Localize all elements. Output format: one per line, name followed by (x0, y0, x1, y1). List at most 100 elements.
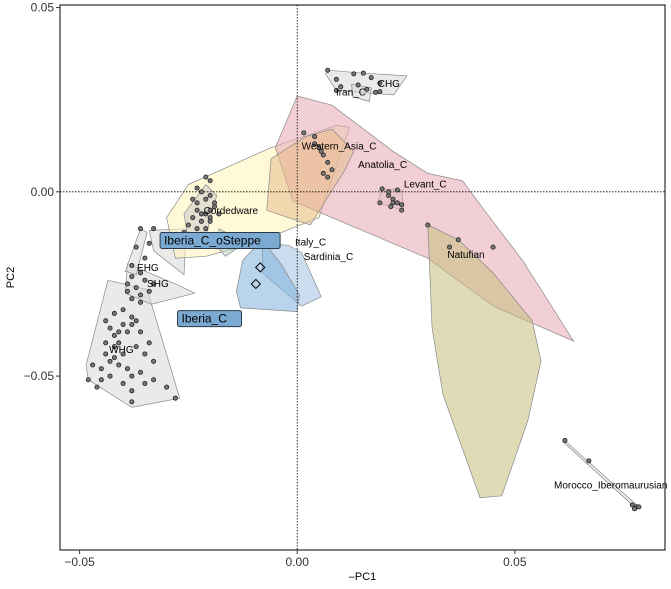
sample-point (198, 218, 204, 224)
sample-point (399, 207, 405, 213)
boxed-label-group: Iberia_C_oSteppe (159, 232, 281, 250)
sample-point (194, 226, 200, 232)
diamond-point (250, 278, 262, 290)
sample-point (129, 373, 135, 379)
y-tick-label: −0.05 (24, 369, 55, 383)
sample-point (203, 211, 209, 217)
hull-anatolia-c (266, 128, 355, 226)
sample-point (629, 502, 635, 508)
group-label: CHG (378, 79, 400, 90)
sample-point (133, 318, 139, 324)
sample-point (85, 377, 91, 383)
sample-point (138, 369, 144, 375)
sample-point (129, 314, 135, 320)
sample-point (194, 207, 200, 213)
sample-point (185, 222, 191, 228)
y-axis-title: PC2 (5, 267, 17, 288)
sample-point (364, 86, 370, 92)
sample-point (377, 80, 383, 86)
sample-point (151, 377, 157, 383)
sample-point (368, 75, 374, 81)
sample-point (373, 89, 379, 95)
group-label: Cordedware (204, 206, 259, 217)
sample-point (151, 358, 157, 364)
x-tick-label: 0.00 (286, 555, 310, 569)
sample-point (129, 296, 135, 302)
sample-point (316, 145, 322, 151)
sample-point (133, 344, 139, 350)
group-label: Italy_C (295, 237, 326, 248)
y-tick-label: 0.05 (31, 1, 55, 15)
sample-point (207, 178, 213, 184)
sample-point (172, 395, 178, 401)
sample-point (151, 281, 157, 287)
sample-point (360, 70, 366, 76)
sample-point (98, 377, 104, 383)
sample-point (325, 67, 331, 73)
boxed-label: Iberia_C_oSteppe (164, 234, 261, 248)
group-label: Anatolia_C (358, 160, 407, 171)
hull-ehg (124, 228, 148, 276)
group-label: EHG (137, 263, 159, 274)
sample-point (447, 244, 453, 250)
axes: −0.05 0.00 0.05 −0.05 0.00 0.05 (24, 1, 527, 569)
sample-point (142, 277, 148, 283)
sample-point (129, 274, 135, 280)
sample-point (320, 152, 326, 158)
sample-point (124, 366, 130, 372)
sample-point (586, 458, 592, 464)
sample-point (129, 399, 135, 405)
sample-point (142, 380, 148, 386)
sample-point (190, 215, 196, 221)
sample-point (198, 189, 204, 195)
sample-point (333, 76, 339, 82)
sample-point (351, 71, 357, 77)
sample-point (138, 329, 144, 335)
sample-point (632, 506, 638, 512)
sample-point (142, 255, 148, 261)
sample-point (394, 187, 400, 193)
hull-natufian (427, 224, 542, 499)
sample-point (390, 200, 396, 206)
sample-point (124, 329, 130, 335)
sample-point (103, 318, 109, 324)
sample-point (133, 244, 139, 250)
sample-point (394, 200, 400, 206)
sample-point (146, 288, 152, 294)
sample-point (103, 340, 109, 346)
sample-point (379, 186, 385, 192)
sample-point (107, 373, 113, 379)
sample-point (455, 237, 461, 243)
sample-point (116, 329, 122, 335)
sample-point (129, 321, 135, 327)
sample-point (355, 82, 361, 88)
group-label: Morocco_Iberomaurusian (554, 480, 667, 491)
sample-point (490, 244, 496, 250)
sample-point (111, 355, 117, 361)
group-label: Levant_C (404, 179, 447, 190)
sample-point (386, 189, 392, 195)
sample-point (116, 362, 122, 368)
sample-point (377, 200, 383, 206)
sample-point (120, 321, 126, 327)
sample-point (388, 204, 394, 210)
boxed-label-background (159, 232, 281, 250)
sample-point (111, 333, 117, 339)
x-tick-label: 0.05 (503, 555, 527, 569)
boxed-label-group: Iberia_C (177, 310, 243, 328)
sample-point (116, 340, 122, 346)
sample-point (320, 170, 326, 176)
boxed-label-background (177, 310, 243, 328)
sample-point (203, 226, 209, 232)
sample-point (216, 211, 222, 217)
x-tick-label: −0.05 (64, 555, 95, 569)
sample-point (111, 310, 117, 316)
sample-point (562, 438, 568, 444)
sample-points (85, 67, 642, 512)
sample-point (124, 288, 130, 294)
group-label: Iran_C (336, 87, 366, 98)
sample-point (329, 167, 335, 173)
sample-point (111, 344, 117, 350)
group-label: Sardinia_C (304, 252, 353, 263)
